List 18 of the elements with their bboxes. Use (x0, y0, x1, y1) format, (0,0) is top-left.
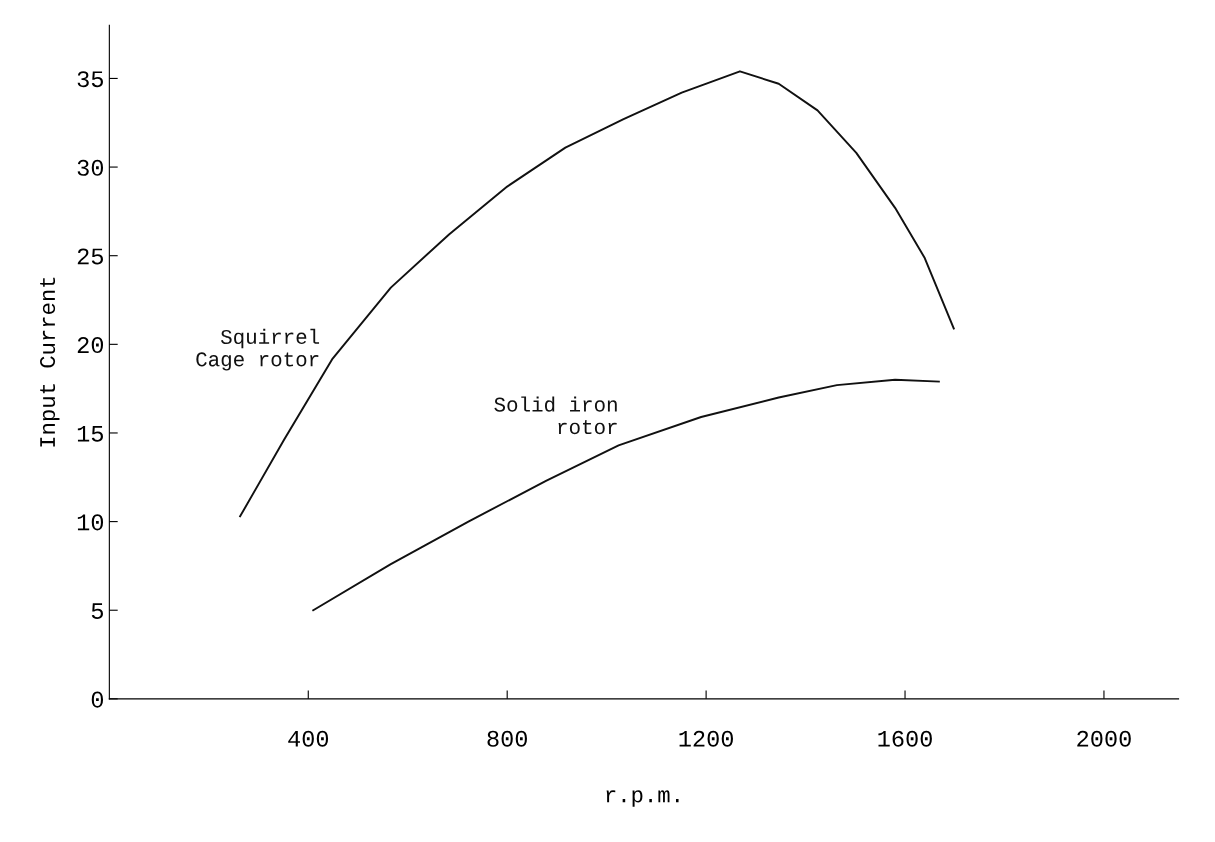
x-tick-label: 800 (487, 730, 527, 747)
x-tick-label: 400 (288, 730, 329, 747)
y-tick-label: 5 (91, 603, 103, 620)
y-tick-label: 0 (91, 691, 104, 708)
x-axis-title: r.p.m. (606, 790, 679, 807)
x-tick-label: 1200 (679, 730, 733, 747)
y-tick-label: 35 (77, 71, 103, 88)
y-tick-label: 20 (77, 337, 104, 354)
x-tick-label: 2000 (1077, 730, 1131, 747)
y-tick-label: 25 (77, 248, 103, 265)
y-axis-title: Input Current (40, 277, 60, 447)
y-tick-label: 30 (77, 159, 104, 176)
x-tick-label: 1600 (878, 730, 932, 747)
series-label: Squirrel Cage rotor (196, 328, 320, 371)
y-tick-label: 10 (77, 514, 104, 531)
series-label: Solid iron rotor (494, 396, 617, 435)
y-tick-label: 15 (77, 425, 103, 442)
line-series (312, 378, 940, 612)
